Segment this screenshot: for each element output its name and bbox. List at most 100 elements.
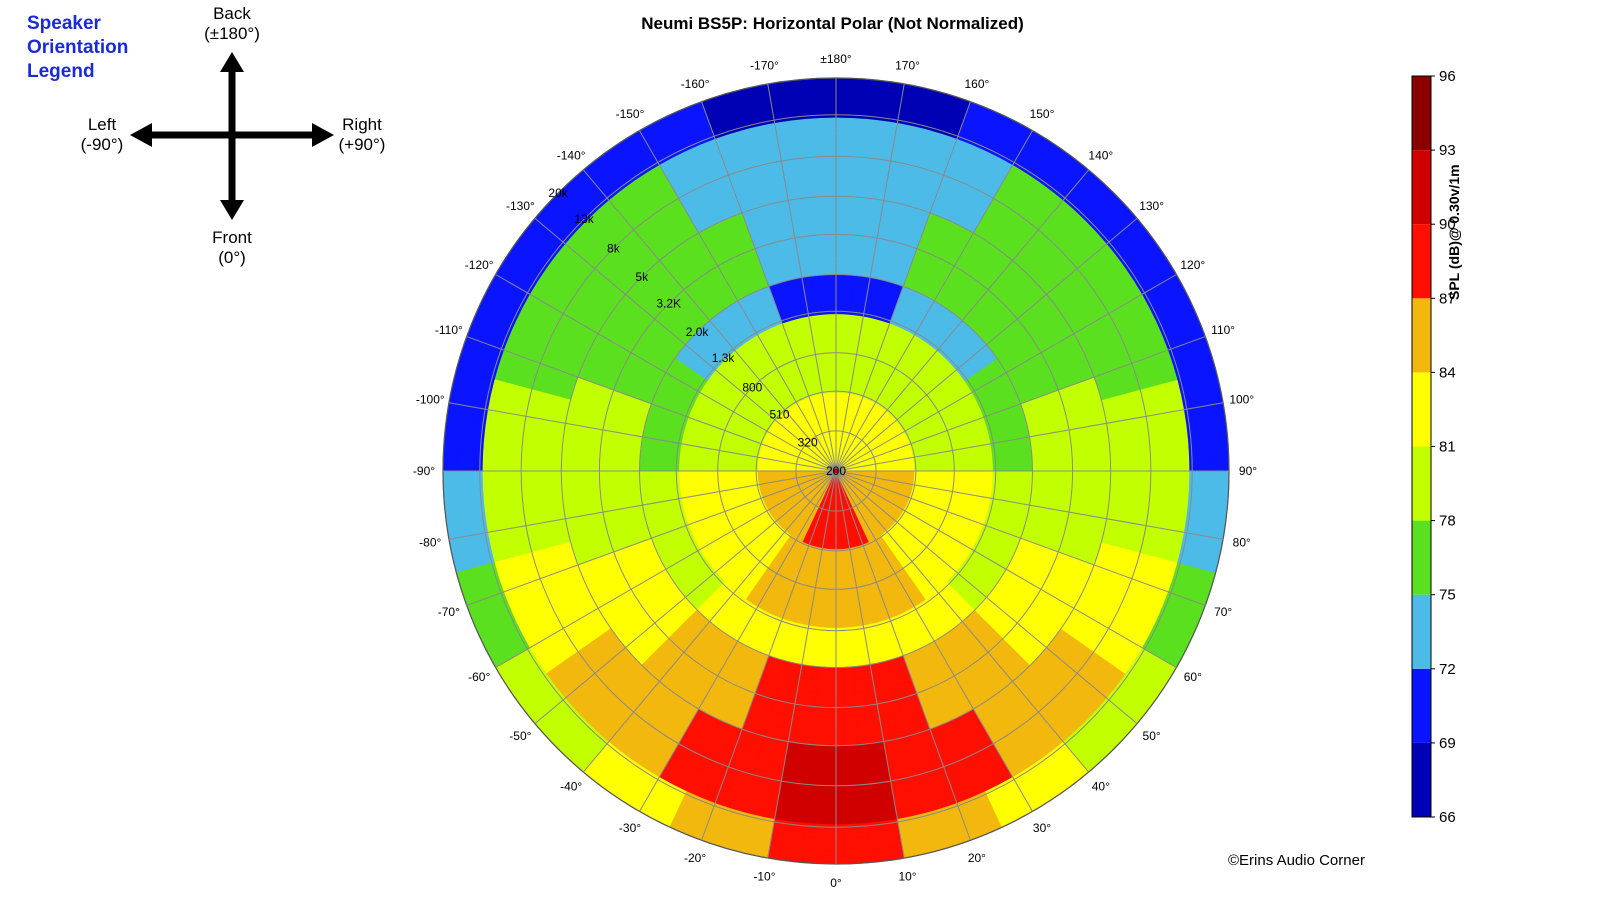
heatmap-cell bbox=[815, 692, 837, 708]
heatmap-cell bbox=[455, 437, 471, 472]
heatmap-cell bbox=[665, 455, 680, 472]
heatmap-cell bbox=[835, 352, 847, 367]
heatmap-cell bbox=[1057, 450, 1073, 472]
back-angle: (±180°) bbox=[204, 24, 260, 43]
heatmap-cell bbox=[835, 418, 841, 433]
heatmap-cell bbox=[810, 182, 837, 198]
legend-title-line: Legend bbox=[27, 61, 95, 82]
heatmap-cell bbox=[508, 470, 524, 500]
heatmap-cell bbox=[1044, 451, 1060, 472]
heatmap-cell bbox=[665, 470, 680, 487]
heatmap-cell bbox=[1044, 470, 1060, 491]
center-dot bbox=[833, 468, 839, 474]
heatmap-cell bbox=[817, 666, 837, 681]
heatmap-cell bbox=[1201, 437, 1217, 472]
heatmap-cell bbox=[717, 460, 732, 472]
heatmap-cell bbox=[1003, 485, 1020, 504]
heatmap-cell bbox=[835, 653, 854, 668]
heatmap-cell bbox=[835, 640, 853, 655]
heatmap-cell bbox=[717, 470, 732, 482]
polar-grid bbox=[442, 77, 1230, 865]
heatmap-cell bbox=[828, 535, 837, 550]
front-label: Front bbox=[212, 228, 252, 247]
colorbar-label: SPL (dB)@ 0.30v/1m bbox=[1446, 164, 1462, 300]
angle-tick-label: -60° bbox=[468, 670, 490, 684]
chart-title: Neumi BS5P: Horizontal Polar (Not Normal… bbox=[641, 14, 1024, 33]
angle-tick-label: -100° bbox=[416, 392, 445, 406]
colorbar-segment bbox=[1412, 446, 1431, 521]
heatmap-cell bbox=[612, 470, 628, 491]
angular-grid-line bbox=[639, 470, 837, 812]
angular-grid-line bbox=[835, 470, 1224, 540]
arrow-left-icon bbox=[130, 123, 152, 147]
heatmap-cell bbox=[801, 77, 837, 93]
angle-tick-label: 120° bbox=[1180, 258, 1205, 272]
heatmap-cell bbox=[940, 470, 955, 482]
heatmap-cell bbox=[835, 182, 862, 198]
colorbar-tick-label: 84 bbox=[1439, 364, 1456, 381]
angle-tick-label: 70° bbox=[1214, 605, 1232, 619]
heatmap-cell bbox=[652, 470, 667, 488]
orientation-front-label: Front (0°) bbox=[192, 228, 272, 268]
frequency-tick-label: 3.2K bbox=[656, 297, 681, 311]
angular-grid-line bbox=[767, 83, 837, 472]
heatmap-cell bbox=[979, 470, 994, 486]
heatmap-cell bbox=[803, 638, 822, 655]
heatmap-cell bbox=[809, 169, 837, 185]
heatmap-cell bbox=[966, 458, 981, 472]
heatmap-cell bbox=[757, 463, 772, 472]
heatmap-cell bbox=[1174, 439, 1191, 472]
angle-tick-label: -50° bbox=[509, 729, 531, 743]
left-angle: (-90°) bbox=[80, 135, 124, 154]
angular-grid-line bbox=[583, 169, 837, 472]
heatmap-cell bbox=[900, 470, 915, 479]
heatmap-cell bbox=[835, 575, 847, 590]
heatmap-cell bbox=[826, 365, 837, 380]
heatmap-cell bbox=[652, 485, 669, 504]
heatmap-cell bbox=[835, 757, 863, 773]
colorbar-segment bbox=[1412, 150, 1431, 225]
heatmap-cell bbox=[824, 588, 837, 603]
heatmap-cell bbox=[468, 438, 484, 472]
angular-grid-line bbox=[835, 101, 971, 472]
heatmap-cell bbox=[835, 731, 861, 747]
angular-grid-line bbox=[835, 218, 1138, 472]
heatmap-cell bbox=[805, 130, 837, 146]
left-label: Left bbox=[87, 115, 117, 134]
heatmap-cell bbox=[1018, 470, 1033, 489]
heatmap-cell bbox=[835, 300, 852, 315]
angular-grid-line bbox=[701, 470, 837, 841]
heatmap-cell bbox=[1122, 470, 1138, 498]
heatmap-cell bbox=[835, 562, 846, 577]
frequency-tick-label: 8k bbox=[607, 241, 621, 255]
heatmap-cell bbox=[1083, 470, 1099, 495]
frequency-tick-label: 13k bbox=[574, 212, 594, 226]
heatmap-cell bbox=[829, 522, 837, 537]
heatmap-cell bbox=[835, 169, 863, 185]
heatmap-cell bbox=[1031, 452, 1046, 472]
heatmap-cell bbox=[1161, 440, 1177, 472]
colorbar-tick-label: 93 bbox=[1439, 142, 1456, 159]
heatmap-cell bbox=[599, 450, 615, 472]
heatmap-cell bbox=[835, 836, 870, 852]
heatmap-cell bbox=[810, 744, 837, 760]
heatmap-cell bbox=[835, 247, 856, 263]
heatmap-cell bbox=[835, 783, 865, 799]
arrow-down-icon bbox=[220, 200, 244, 220]
heatmap-cell bbox=[730, 470, 745, 481]
heatmap-cell bbox=[825, 575, 837, 590]
heatmap-cell bbox=[835, 692, 857, 708]
heatmap-cell bbox=[802, 836, 837, 852]
heatmap-cell bbox=[835, 261, 855, 276]
angle-tick-label: 60° bbox=[1184, 670, 1202, 684]
angular-grid-line bbox=[835, 470, 1089, 773]
heatmap-cell bbox=[1214, 470, 1230, 506]
angle-tick-label: -70° bbox=[438, 605, 460, 619]
front-angle: (0°) bbox=[218, 248, 246, 267]
frequency-tick-label: 200 bbox=[826, 464, 846, 478]
angular-grid-line bbox=[835, 470, 1206, 606]
heatmap-cell bbox=[835, 601, 849, 616]
heatmap-cell bbox=[820, 627, 837, 642]
heatmap-cell bbox=[835, 143, 865, 159]
heatmap-cell bbox=[808, 770, 837, 786]
